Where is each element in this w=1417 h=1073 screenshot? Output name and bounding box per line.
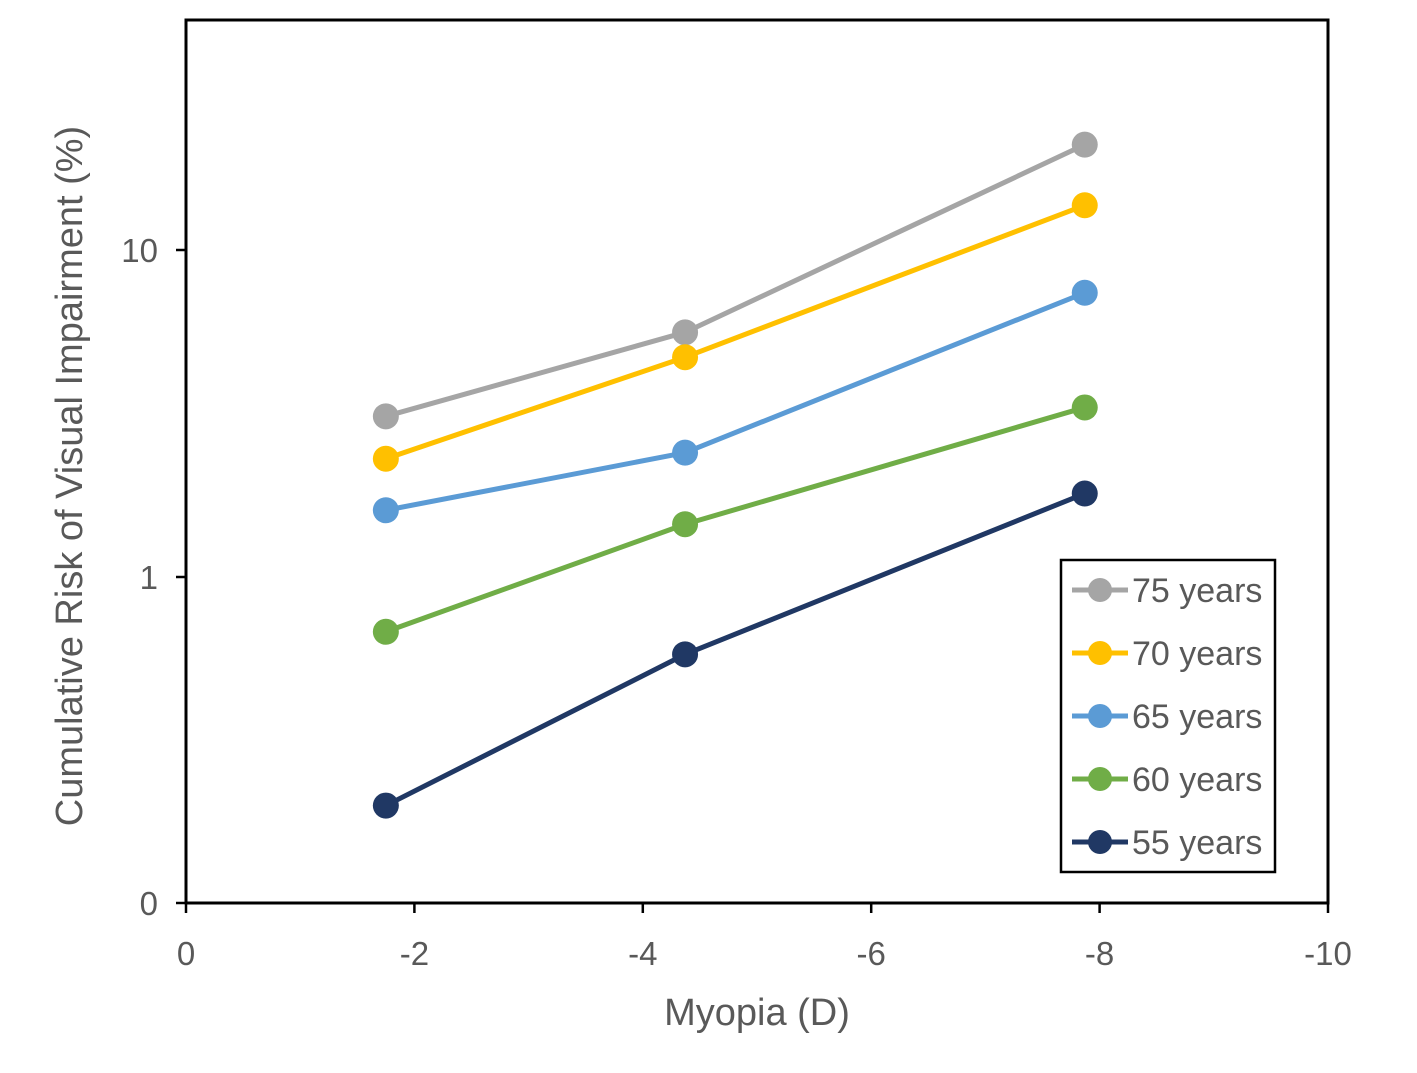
data-point: [1071, 131, 1098, 158]
series-55-years: [372, 480, 1098, 819]
legend-label: 65 years: [1132, 698, 1262, 736]
series-layer: [372, 131, 1098, 819]
series-line: [384, 491, 1086, 808]
y-axis-title: Cumulative Risk of Visual Impairment (%): [49, 126, 91, 826]
data-point: [372, 792, 399, 819]
legend-entry: 75 years: [1072, 572, 1262, 610]
legend-marker: [1088, 641, 1112, 665]
legend: 75 years 70 years 65 years 60 years 55 years: [1059, 558, 1277, 874]
data-point: [672, 511, 699, 538]
x-axis-ticks: 0 -2 -4 -6 -8 -10: [177, 903, 1352, 972]
x-tick-label: -6: [857, 935, 886, 972]
legend-marker: [1088, 767, 1112, 791]
legend-label: 70 years: [1132, 635, 1262, 673]
y-axis-ticks: 0 1 10: [121, 232, 186, 922]
data-point: [672, 319, 699, 346]
series-line: [385, 142, 1086, 419]
series-70-years: [372, 192, 1098, 472]
data-point: [372, 445, 399, 472]
y-tick-label: 0: [140, 885, 158, 922]
legend-label: 60 years: [1132, 761, 1262, 799]
legend-label: 55 years: [1132, 824, 1262, 862]
series-line: [385, 405, 1086, 635]
y-tick-label: 1: [140, 559, 158, 596]
data-point: [1071, 279, 1098, 306]
data-point: [672, 641, 699, 668]
data-point: [672, 344, 699, 371]
x-tick-label: -10: [1304, 935, 1352, 972]
series-75-years: [372, 131, 1098, 430]
series-60-years: [372, 394, 1098, 645]
data-point: [1071, 394, 1098, 421]
legend-entry: 65 years: [1072, 698, 1262, 736]
x-tick-label: -2: [400, 935, 429, 972]
legend-entry: 55 years: [1072, 824, 1262, 862]
legend-entry: 60 years: [1072, 761, 1262, 799]
series-line: [385, 290, 1086, 513]
data-point: [372, 403, 399, 430]
series-65-years: [372, 279, 1098, 524]
plot-area-frame: [184, 18, 1330, 905]
data-point: [672, 439, 699, 466]
x-axis-title: Myopia (D): [664, 992, 850, 1034]
legend-marker: [1088, 704, 1112, 728]
x-tick-label: -4: [628, 935, 657, 972]
legend-label: 75 years: [1132, 572, 1262, 610]
legend-entry: 70 years: [1072, 635, 1262, 673]
legend-marker: [1088, 830, 1112, 854]
data-point: [372, 497, 399, 524]
data-point: [1071, 480, 1098, 507]
data-point: [1071, 192, 1098, 219]
series-line: [385, 202, 1086, 462]
x-tick-label: -8: [1085, 935, 1114, 972]
data-point: [372, 618, 399, 645]
x-tick-label: 0: [177, 935, 195, 972]
legend-marker: [1088, 578, 1112, 602]
y-tick-label: 10: [121, 232, 158, 269]
